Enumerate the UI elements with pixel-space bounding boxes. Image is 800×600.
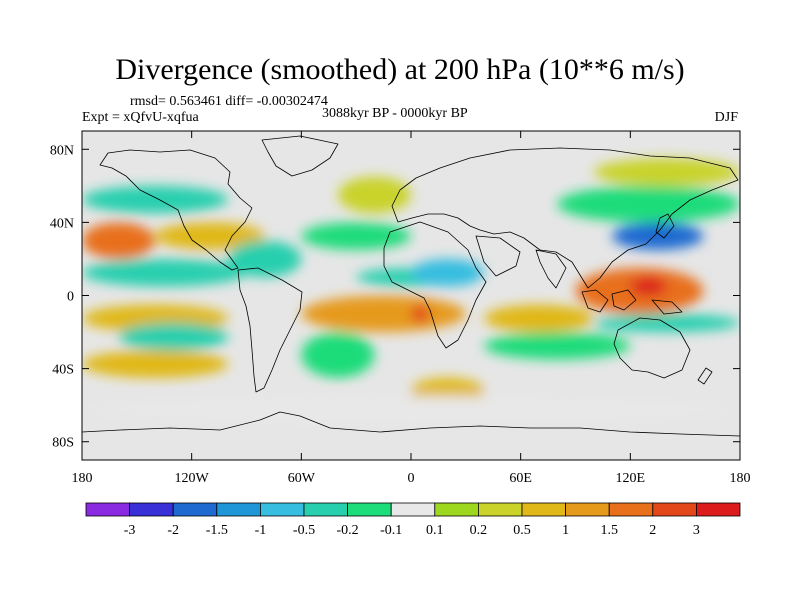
field-region-20 [630, 277, 667, 296]
colorbar-tick-label: -0.1 [380, 523, 402, 538]
y-tick-label: 80N [50, 143, 74, 158]
coast-greenland [261, 135, 339, 177]
field-region-3 [82, 185, 229, 214]
field-region-6 [301, 222, 411, 250]
field-region-25 [82, 396, 740, 424]
colorbar-swatch [521, 502, 566, 517]
experiment-label: Expt = xQfvU-xqfua [82, 110, 199, 125]
colorbar-swatch [477, 502, 523, 517]
field-region-17 [484, 332, 631, 360]
x-tick-label: 120W [175, 471, 210, 486]
divergence-field [82, 158, 740, 424]
colorbar-tick-label: 0.1 [426, 523, 444, 538]
x-tick-label: 60W [288, 471, 316, 486]
coast-eurasia [391, 147, 739, 289]
colorbar-swatch [347, 502, 392, 517]
coast-africa [383, 221, 487, 349]
coast-north-america [99, 149, 253, 271]
field-region-2 [155, 222, 265, 250]
colorbar-tick-label: 3 [693, 523, 700, 538]
diff-label: diff= [225, 94, 254, 109]
coastlines [82, 135, 740, 437]
colorbar-swatch [608, 502, 654, 517]
field-region-4 [82, 258, 247, 287]
field-region-16 [484, 304, 594, 333]
coast-new-guinea [651, 299, 683, 315]
field-region-13 [118, 322, 229, 351]
colorbar-tick-label: -2 [167, 523, 179, 538]
x-tick-label: 0 [408, 471, 415, 486]
field-region-14 [82, 350, 229, 378]
y-tick-label: 0 [67, 290, 74, 305]
colorbar-tick-label: -0.5 [293, 523, 315, 538]
colorbar-tick-label: -3 [124, 523, 136, 538]
colorbar-swatch [259, 502, 305, 517]
colorbar-swatch [216, 502, 261, 517]
colorbar-swatch [172, 502, 218, 517]
field-region-15 [301, 332, 375, 378]
colorbar-swatch [129, 502, 174, 517]
diff-value: -0.00302474 [256, 94, 328, 109]
field-region-9 [411, 258, 485, 287]
field-region-10 [301, 295, 466, 333]
colorbar-tick-label: 0.5 [513, 523, 531, 538]
period-label: 3088kyr BP - 0000kyr BP [322, 106, 468, 121]
colorbar-tick-label: 1 [562, 523, 569, 538]
coast-borneo-sumatra [581, 289, 637, 313]
coast-arabia [475, 235, 521, 277]
y-tick-label: 40N [50, 216, 74, 231]
field-region-23 [593, 158, 740, 186]
field-region-7 [337, 176, 412, 214]
colorbar-tick-label: -1.5 [206, 523, 228, 538]
colorbar-tick-label: 2 [649, 523, 656, 538]
x-tick-label: 60E [509, 471, 532, 486]
season-label: DJF [714, 110, 738, 125]
colorbar-swatch [652, 502, 697, 517]
rmsd-label: rmsd= [130, 94, 166, 109]
colorbar: -3 -2 -1.5 -1 -0.5 -0.2 -0.1 0.1 0.2 0.5 1 1.5 2 3 [85, 502, 741, 538]
coast-new-zealand [697, 367, 713, 385]
x-tick-label: 180 [730, 471, 751, 486]
y-tick-label: 40S [52, 363, 74, 378]
axes: 180 120W 60W 0 60E 120E 180 80N 40N 0 40S 80S [50, 131, 751, 486]
colorbar-tick-label: -0.2 [337, 523, 359, 538]
colorbar-swatch [303, 502, 348, 517]
field-region-18 [593, 313, 740, 333]
field-region-11 [411, 304, 430, 323]
coast-australia [613, 317, 691, 379]
coast-japan [655, 213, 675, 239]
stats-line: rmsd= 0.563461 diff= -0.00302474 [130, 94, 328, 110]
field-region-22 [557, 185, 740, 223]
y-tick-label: 80S [52, 436, 74, 451]
field-region-1 [82, 222, 156, 259]
chart-title: Divergence (smoothed) at 200 hPa (10**6 … [115, 53, 685, 86]
x-tick-label: 180 [72, 471, 93, 486]
colorbar-swatch [434, 502, 479, 517]
field-region-21 [612, 222, 704, 250]
x-tick-label: 120E [616, 471, 646, 486]
field-region-5 [228, 240, 302, 278]
colorbar-tick-label: -1 [255, 523, 267, 538]
coast-south-america [237, 267, 303, 393]
colorbar-swatch [696, 502, 741, 517]
colorbar-swatch [85, 502, 130, 517]
rmsd-value: 0.563461 [169, 94, 222, 109]
colorbar-swatch [390, 502, 436, 517]
colorbar-tick-label: 1.5 [600, 523, 618, 538]
plot-area [82, 131, 740, 460]
coast-antarctica [82, 411, 740, 437]
colorbar-tick-label: 0.2 [470, 523, 488, 538]
colorbar-swatch [565, 502, 610, 517]
coast-india [535, 249, 567, 289]
